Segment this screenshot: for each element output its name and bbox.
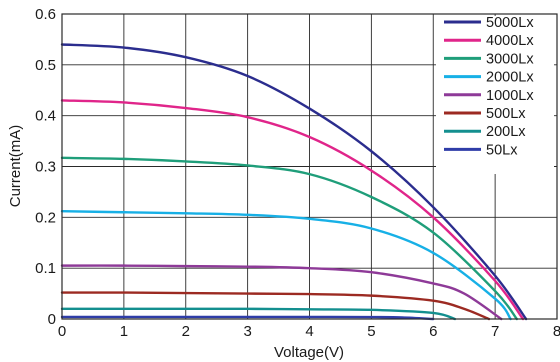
- x-tick-labels: 0 1 2 3 4 5 6 7 8: [58, 323, 560, 340]
- x-tick-label: 6: [429, 323, 437, 340]
- x-tick-label: 2: [182, 323, 190, 340]
- series-line-5000Lx: [60, 43, 528, 321]
- x-axis-title: Voltage(V): [274, 344, 344, 361]
- y-tick-labels: 0 0.1 0.2 0.3 0.4 0.5 0.6: [35, 6, 56, 328]
- series-line-500Lx: [60, 291, 491, 321]
- series-line-1000Lx: [60, 264, 503, 321]
- y-tick-label: 0.5: [35, 57, 56, 74]
- x-tick-label: 5: [367, 323, 375, 340]
- legend-label: 4000Lx: [486, 33, 534, 49]
- y-tick-label: 0.2: [35, 209, 56, 226]
- legend-label: 500Lx: [486, 106, 526, 122]
- series-lines: [60, 43, 528, 321]
- legend-label: 3000Lx: [486, 51, 534, 67]
- x-tick-label: 8: [553, 323, 560, 340]
- legend-label: 50Lx: [486, 142, 518, 158]
- x-tick-label: 0: [58, 323, 66, 340]
- x-tick-label: 4: [305, 323, 313, 340]
- y-tick-label: 0.1: [35, 260, 56, 277]
- legend-label: 2000Lx: [486, 70, 534, 86]
- x-tick-label: 7: [491, 323, 499, 340]
- series-line-4000Lx: [60, 99, 525, 321]
- x-tick-label: 3: [243, 323, 251, 340]
- series-line-2000Lx: [60, 210, 512, 321]
- x-tick-label: 1: [120, 323, 128, 340]
- y-tick-label: 0: [48, 311, 56, 328]
- y-axis-title: Current(mA): [7, 125, 24, 208]
- series-line-50Lx: [60, 315, 435, 321]
- y-tick-label: 0.6: [35, 6, 56, 23]
- y-tick-label: 0.4: [35, 108, 56, 125]
- y-tick-label: 0.3: [35, 159, 56, 176]
- series-line-3000Lx: [60, 156, 518, 321]
- series-line-200Lx: [60, 307, 457, 321]
- legend-label: 1000Lx: [486, 88, 534, 104]
- legend-label: 5000Lx: [486, 15, 534, 31]
- legend: 5000Lx 4000Lx 3000Lx 2000Lx 1000Lx 500Lx 200Lx…: [436, 15, 554, 174]
- plot-frame: [61, 13, 558, 320]
- legend-label: 200Lx: [486, 124, 526, 140]
